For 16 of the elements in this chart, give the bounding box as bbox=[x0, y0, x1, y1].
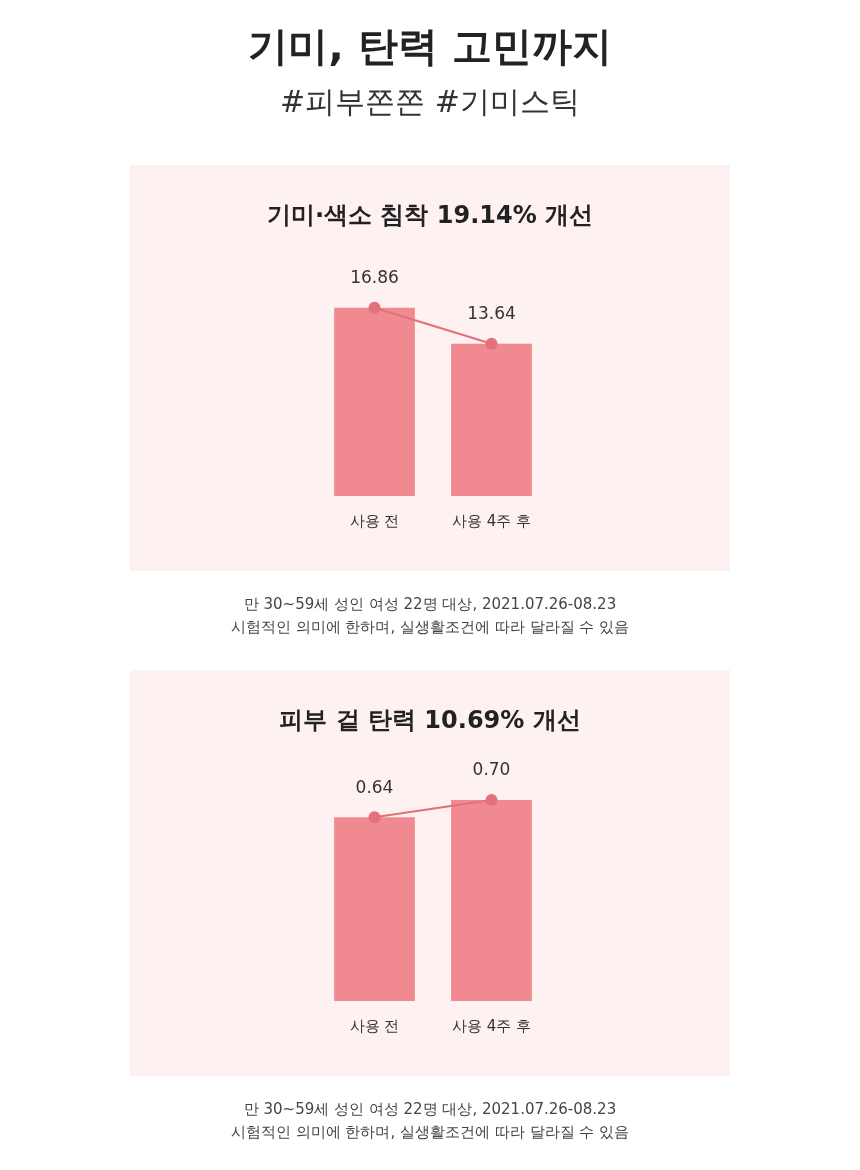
x-tick-label: 사용 전 bbox=[349, 511, 400, 530]
data-label: 0.64 bbox=[355, 776, 394, 797]
data-label: 16.86 bbox=[350, 267, 399, 288]
x-tick-label: 사용 4주 후 bbox=[451, 1016, 532, 1035]
chart-title: 기미·색소 침착 19.14% 개선 bbox=[265, 200, 595, 230]
text: 시험적인 의미에 한하며, 실생활조건에 따라 달라질 수 있음 bbox=[229, 1122, 631, 1143]
x-tick-label: 사용 전 bbox=[349, 1016, 400, 1035]
text: 만 30~59세 성인 여성 22명 대상, 2021.07.26-08.23 bbox=[242, 594, 618, 615]
text: 만 30~59세 성인 여성 22명 대상, 2021.07.26-08.23 bbox=[242, 1099, 618, 1120]
text: 기미, 탄력 고민까지 bbox=[247, 22, 613, 70]
data-label: 13.64 bbox=[467, 303, 516, 324]
text: #피부쫀쫀 #기미스틱 bbox=[279, 83, 581, 121]
data-label: 0.70 bbox=[472, 759, 511, 780]
chart-title: 피부 겉 탄력 10.69% 개선 bbox=[278, 705, 582, 735]
text: 시험적인 의미에 한하며, 실생활조건에 따라 달라질 수 있음 bbox=[229, 617, 631, 638]
x-tick-label: 사용 4주 후 bbox=[451, 511, 532, 530]
